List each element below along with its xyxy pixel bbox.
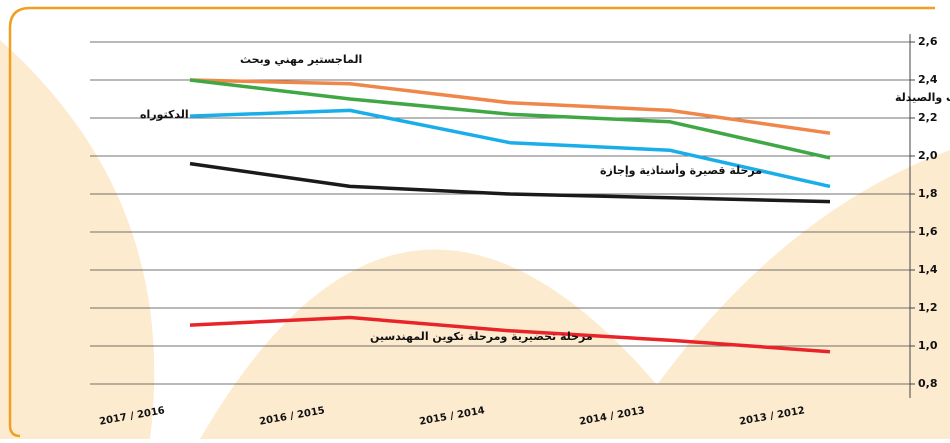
y-tick-label: 2,4 — [918, 73, 938, 86]
chart: 0,81,01,21,41,61,82,02,22,42,62017 / 201… — [0, 0, 950, 439]
y-tick-label: 2,0 — [918, 149, 938, 162]
y-tick-label: 1,8 — [918, 187, 938, 200]
y-tick-label: 1,2 — [918, 301, 938, 314]
y-tick-label: 0,8 — [918, 377, 938, 390]
series-label: الدكتوراه — [140, 108, 189, 121]
y-tick-label: 1,0 — [918, 339, 938, 352]
series-label: مرحلة قصيرة وأستاذية وإجازة — [600, 163, 762, 177]
page: 0,81,01,21,41,61,82,02,22,42,62017 / 201… — [0, 0, 950, 439]
y-tick-label: 1,6 — [918, 225, 938, 238]
y-tick-label: 2,2 — [918, 111, 938, 124]
series-label: الماجستير مهني وبحث — [240, 53, 362, 66]
y-tick-label: 2,6 — [918, 35, 938, 48]
y-tick-label: 1,4 — [918, 263, 938, 276]
series-label: مرحلة تحضيرية ومرحلة تكوين المهندسين — [370, 330, 593, 343]
series-label: دكتوراه في الطب والصيدلة — [895, 91, 950, 104]
